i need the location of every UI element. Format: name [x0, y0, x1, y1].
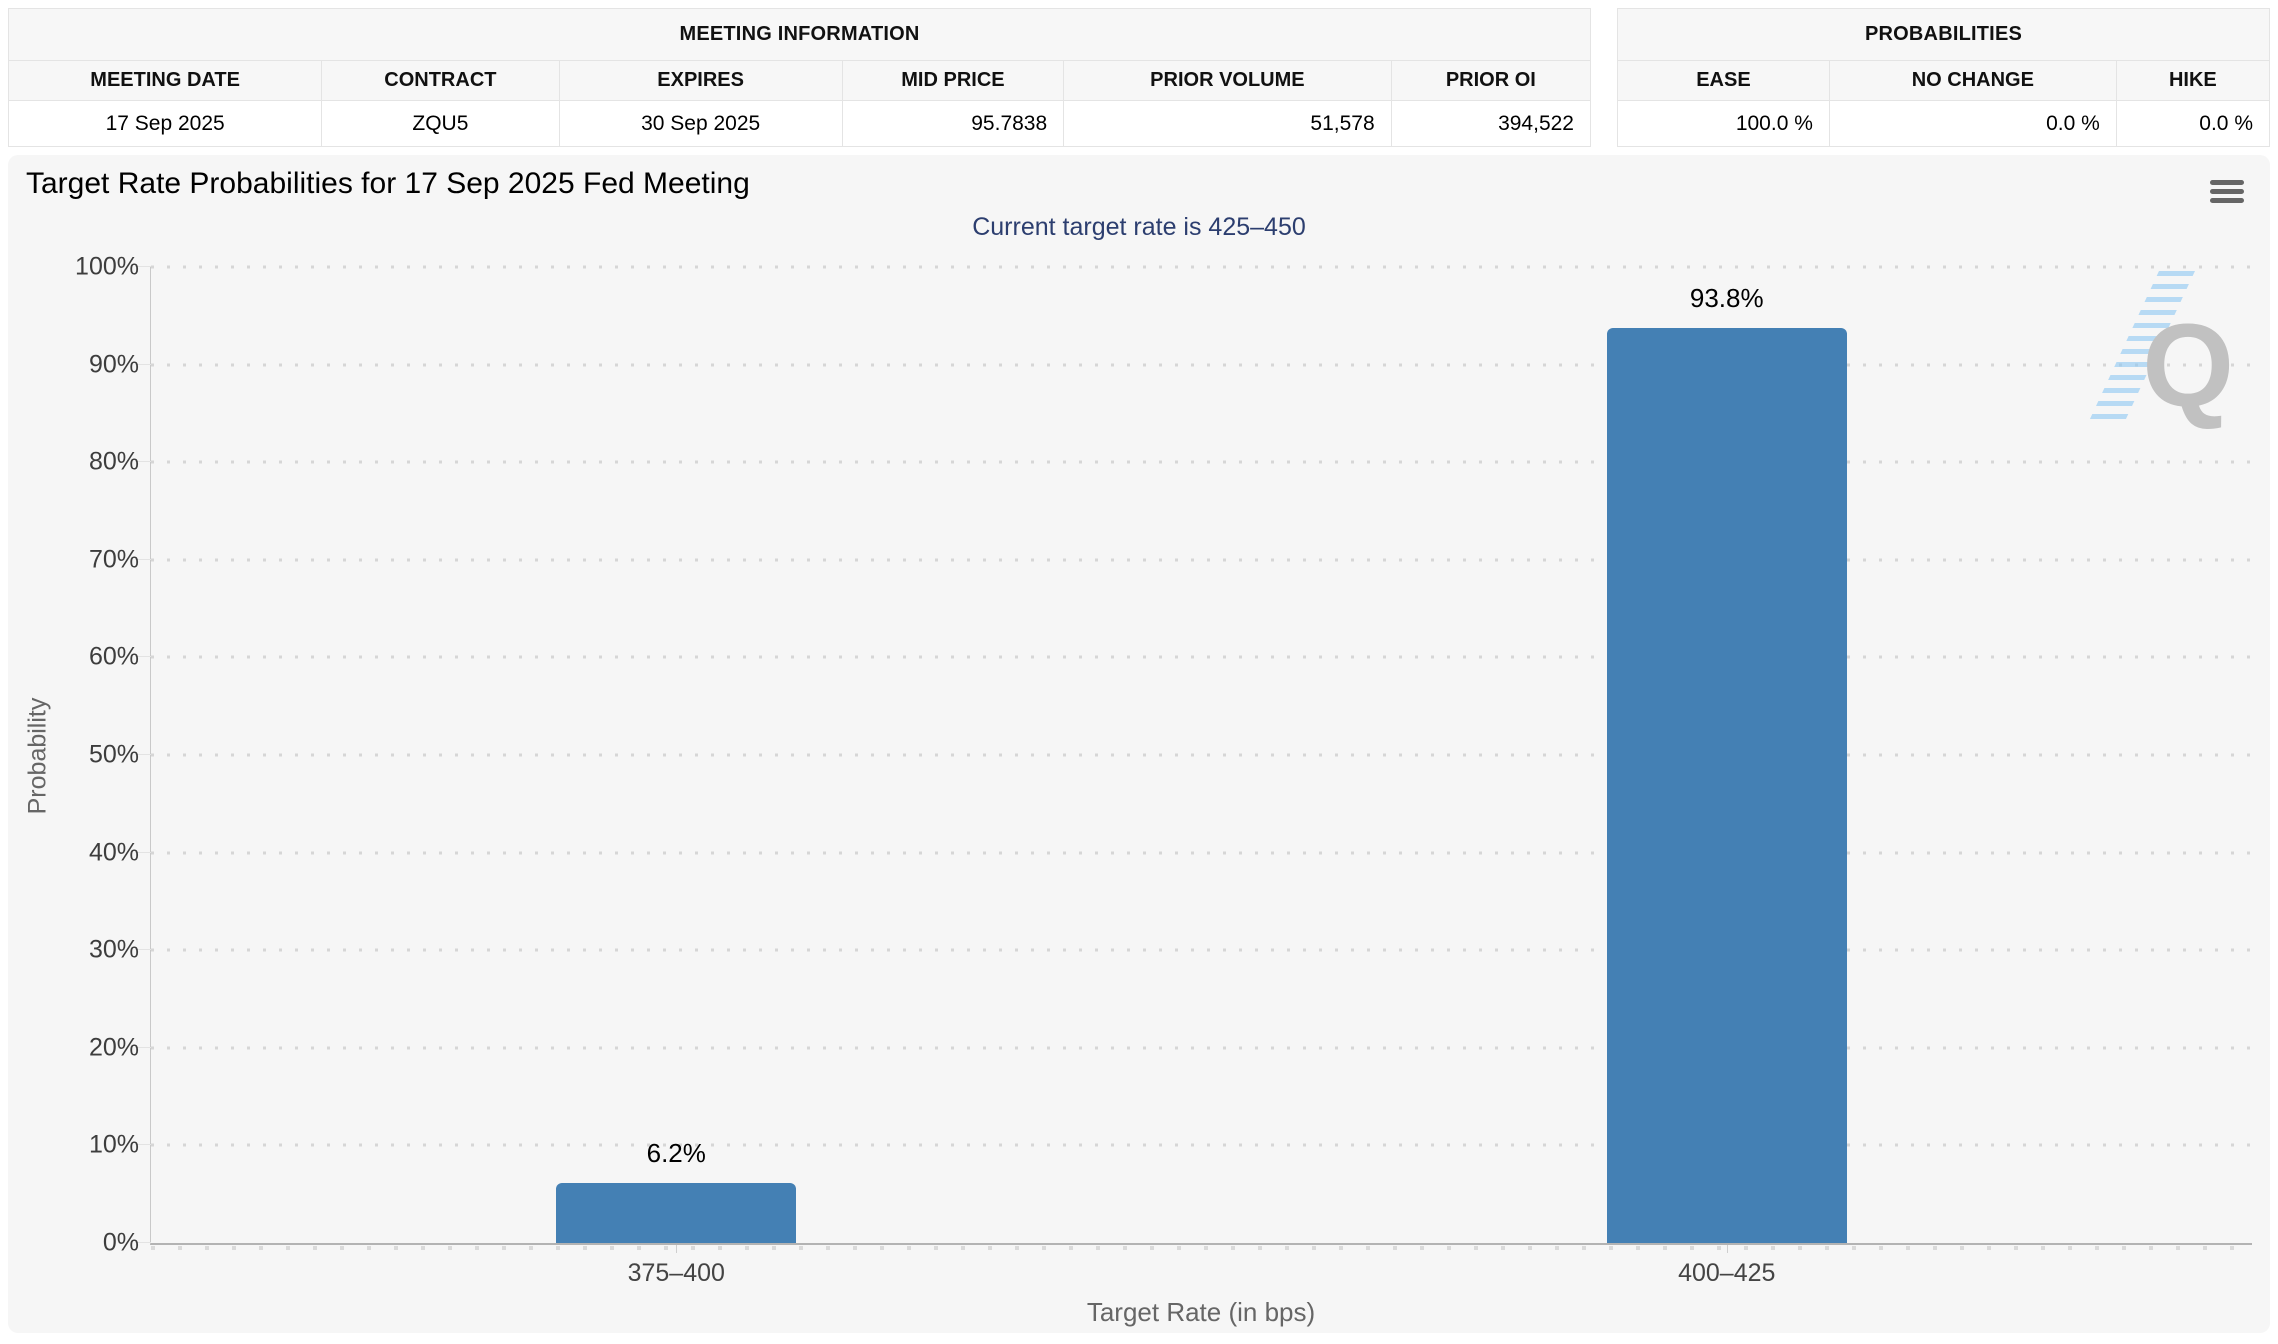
- hamburger-bar: [2210, 198, 2244, 203]
- meeting-date-value: 17 Sep 2025: [7, 100, 323, 147]
- col-prior-volume: PRIOR VOLUME: [1063, 60, 1392, 101]
- y-gridline: [151, 363, 2252, 367]
- y-axis-tick: [135, 754, 151, 755]
- expires-value: 30 Sep 2025: [558, 100, 843, 147]
- y-gridline: [151, 265, 2252, 269]
- col-no-change: NO CHANGE: [1828, 60, 2117, 101]
- y-gridline: [151, 655, 2252, 659]
- y-gridline: [151, 1143, 2252, 1147]
- y-axis-tick: [135, 949, 151, 951]
- y-gridline: [151, 460, 2252, 464]
- col-expires: EXPIRES: [558, 60, 843, 101]
- contract-value: ZQU5: [321, 100, 560, 147]
- meeting-information-row: 17 Sep 2025 ZQU5 30 Sep 2025 95.7838 51,…: [7, 100, 1592, 147]
- y-axis-tick: [135, 656, 151, 658]
- meeting-information-table: MEETING INFORMATION MEETING DATE CONTRAC…: [7, 8, 1592, 147]
- y-axis-tick: [135, 1144, 151, 1146]
- col-mid-price: MID PRICE: [841, 60, 1065, 101]
- y-gridline: [151, 753, 2252, 757]
- y-axis-tick-label: 10%: [88, 1130, 139, 1159]
- y-axis-tick: [135, 1242, 151, 1243]
- y-gridline: [151, 948, 2252, 952]
- bar-slot: 6.2% 375–400: [151, 267, 1202, 1287]
- y-axis-tick: [135, 851, 151, 853]
- col-meeting-date: MEETING DATE: [7, 60, 323, 101]
- ease-value: 100.0 %: [1617, 100, 1830, 147]
- x-axis-tick: [1726, 1245, 1728, 1253]
- hamburger-bar: [2210, 180, 2244, 185]
- y-gridline: [151, 1046, 2252, 1050]
- y-axis-tick-label: 30%: [88, 935, 139, 964]
- meeting-information-title: MEETING INFORMATION: [8, 8, 1591, 61]
- y-axis-tick-label: 50%: [88, 740, 139, 769]
- y-axis-tick-label: 100%: [75, 252, 139, 281]
- plot-area: 0% 10% 20% 30% 40% 50% 60% 70% 80% 90% 100% 6.2% 375…: [75, 253, 2253, 1287]
- no-change-value: 0.0 %: [1828, 100, 2117, 147]
- y-axis-tick-label: 70%: [88, 545, 139, 574]
- col-ease: EASE: [1617, 60, 1830, 101]
- bar-slot: 93.8% 400–425: [1202, 267, 2253, 1287]
- y-axis-tick-label: 60%: [88, 642, 139, 671]
- prior-oi-value: 394,522: [1390, 100, 1592, 147]
- bar-value-label: 93.8%: [1689, 282, 1764, 313]
- probabilities-title: PROBABILITIES: [1617, 8, 2270, 61]
- y-gridline: [151, 851, 2252, 855]
- hamburger-bar: [2210, 189, 2244, 194]
- target-rate-chart: Target Rate Probabilities for 17 Sep 202…: [8, 155, 2270, 1333]
- y-axis-tick-label: 80%: [88, 447, 139, 476]
- probabilities-table: PROBABILITIES EASE NO CHANGE HIKE 100.0 …: [1617, 8, 2271, 147]
- x-axis-tick: [676, 1245, 678, 1253]
- y-axis-tick: [135, 558, 151, 560]
- chart-subtitle: Current target rate is 425–450: [972, 213, 1306, 241]
- x-axis-title: Target Rate (in bps): [1086, 1297, 1316, 1327]
- col-hike: HIKE: [2115, 60, 2271, 101]
- y-axis-tick-label: 20%: [88, 1033, 139, 1062]
- y-axis-title: Probability: [23, 697, 52, 815]
- col-contract: CONTRACT: [321, 60, 560, 101]
- hamburger-menu-icon[interactable]: [2210, 180, 2244, 204]
- chart-title: Target Rate Probabilities for 17 Sep 202…: [26, 167, 750, 200]
- y-axis-tick: [135, 266, 151, 267]
- y-axis-tick: [135, 1046, 151, 1048]
- y-gridline: [151, 558, 2252, 562]
- prior-volume-value: 51,578: [1063, 100, 1392, 147]
- probabilities-row: 100.0 % 0.0 % 0.0 %: [1617, 100, 2271, 147]
- col-prior-oi: PRIOR OI: [1390, 60, 1592, 101]
- hike-value: 0.0 %: [2115, 100, 2271, 147]
- bar-value-label: 6.2%: [646, 1137, 706, 1168]
- y-axis-tick-label: 40%: [88, 838, 139, 867]
- y-axis-tick: [135, 363, 151, 365]
- x-axis-category-label: 375–400: [627, 1259, 725, 1287]
- y-axis-tick: [135, 461, 151, 463]
- y-axis-tick-label: 90%: [88, 350, 139, 379]
- y-axis-tick-label: 0%: [102, 1228, 139, 1257]
- probability-bar[interactable]: [556, 1182, 797, 1243]
- probability-bar[interactable]: [1606, 327, 1847, 1243]
- mid-price-value: 95.7838: [841, 100, 1065, 147]
- x-axis-category-label: 400–425: [1678, 1259, 1776, 1287]
- top-tables-row: MEETING INFORMATION MEETING DATE CONTRAC…: [0, 0, 2278, 147]
